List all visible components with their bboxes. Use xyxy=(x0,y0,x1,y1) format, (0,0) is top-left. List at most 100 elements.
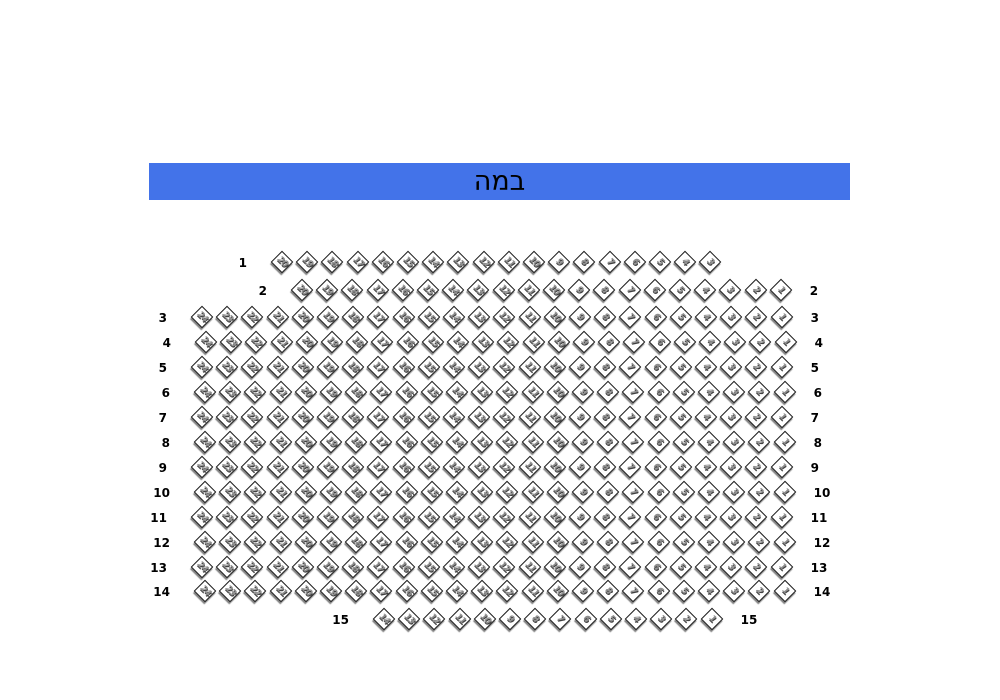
seat-row1-num3[interactable]: 3 xyxy=(698,250,722,274)
seat-row2-num16[interactable]: 16 xyxy=(391,278,415,302)
seat-row6-num14[interactable]: 14 xyxy=(445,380,469,404)
seat-row7-num6[interactable]: 6 xyxy=(644,405,668,429)
seat-row3-num21[interactable]: 21 xyxy=(266,305,290,329)
seat-row7-num9[interactable]: 9 xyxy=(568,405,592,429)
seat-row1-num7[interactable]: 7 xyxy=(598,250,622,274)
seat-row4-num21[interactable]: 21 xyxy=(270,330,294,354)
seat-row12-num6[interactable]: 6 xyxy=(647,530,671,554)
seat-row1-num4[interactable]: 4 xyxy=(673,250,697,274)
seat-row3-num3[interactable]: 3 xyxy=(719,305,743,329)
seat-row11-num23[interactable]: 23 xyxy=(215,505,239,529)
seat-row12-num13[interactable]: 13 xyxy=(470,530,494,554)
seat-row3-num18[interactable]: 18 xyxy=(341,305,365,329)
seat-row4-num3[interactable]: 3 xyxy=(723,330,747,354)
seat-row14-num4[interactable]: 4 xyxy=(697,579,721,603)
seat-row6-num1[interactable]: 1 xyxy=(773,380,797,404)
seat-row9-num17[interactable]: 17 xyxy=(366,455,390,479)
seat-row7-num3[interactable]: 3 xyxy=(719,405,743,429)
seat-row7-num20[interactable]: 20 xyxy=(291,405,315,429)
seat-row1-num6[interactable]: 6 xyxy=(623,250,647,274)
seat-row2-num6[interactable]: 6 xyxy=(643,278,667,302)
seat-row14-num8[interactable]: 8 xyxy=(596,579,620,603)
seat-row14-num19[interactable]: 19 xyxy=(319,579,343,603)
seat-row8-num21[interactable]: 21 xyxy=(269,430,293,454)
seat-row10-num19[interactable]: 19 xyxy=(319,480,343,504)
seat-row4-num20[interactable]: 20 xyxy=(295,330,319,354)
seat-row14-num24[interactable]: 24 xyxy=(193,579,217,603)
seat-row2-num18[interactable]: 18 xyxy=(340,278,364,302)
seat-row5-num1[interactable]: 1 xyxy=(770,355,794,379)
seat-row2-num2[interactable]: 2 xyxy=(744,278,768,302)
seat-row11-num4[interactable]: 4 xyxy=(694,505,718,529)
seat-row11-num22[interactable]: 22 xyxy=(240,505,264,529)
seat-row12-num7[interactable]: 7 xyxy=(621,530,645,554)
seat-row4-num19[interactable]: 19 xyxy=(320,330,344,354)
seat-row13-num17[interactable]: 17 xyxy=(366,555,390,579)
seat-row6-num11[interactable]: 11 xyxy=(521,380,545,404)
seat-row8-num7[interactable]: 7 xyxy=(621,430,645,454)
seat-row9-num11[interactable]: 11 xyxy=(518,455,542,479)
seat-row13-num16[interactable]: 16 xyxy=(392,555,416,579)
seat-row3-num20[interactable]: 20 xyxy=(291,305,315,329)
seat-row12-num3[interactable]: 3 xyxy=(722,530,746,554)
seat-row12-num20[interactable]: 20 xyxy=(294,530,318,554)
seat-row12-num23[interactable]: 23 xyxy=(218,530,242,554)
seat-row6-num10[interactable]: 10 xyxy=(546,380,570,404)
seat-row1-num14[interactable]: 14 xyxy=(421,250,445,274)
seat-row8-num19[interactable]: 19 xyxy=(319,430,343,454)
seat-row2-num4[interactable]: 4 xyxy=(693,278,717,302)
seat-row10-num15[interactable]: 15 xyxy=(420,480,444,504)
seat-row6-num21[interactable]: 21 xyxy=(269,380,293,404)
seat-row4-num23[interactable]: 23 xyxy=(219,330,243,354)
seat-row11-num17[interactable]: 17 xyxy=(366,505,390,529)
seat-row10-num12[interactable]: 12 xyxy=(495,480,519,504)
seat-row9-num23[interactable]: 23 xyxy=(215,455,239,479)
seat-row12-num21[interactable]: 21 xyxy=(269,530,293,554)
seat-row15-num4[interactable]: 4 xyxy=(624,607,648,631)
seat-row1-num15[interactable]: 15 xyxy=(396,250,420,274)
seat-row8-num4[interactable]: 4 xyxy=(697,430,721,454)
seat-row9-num22[interactable]: 22 xyxy=(240,455,264,479)
seat-row1-num11[interactable]: 11 xyxy=(497,250,521,274)
seat-row4-num5[interactable]: 5 xyxy=(673,330,697,354)
seat-row3-num5[interactable]: 5 xyxy=(669,305,693,329)
seat-row14-num20[interactable]: 20 xyxy=(294,579,318,603)
seat-row3-num14[interactable]: 14 xyxy=(442,305,466,329)
seat-row15-num8[interactable]: 8 xyxy=(523,607,547,631)
seat-row9-num18[interactable]: 18 xyxy=(341,455,365,479)
seat-row5-num21[interactable]: 21 xyxy=(266,355,290,379)
seat-row7-num18[interactable]: 18 xyxy=(341,405,365,429)
seat-row6-num5[interactable]: 5 xyxy=(672,380,696,404)
seat-row4-num14[interactable]: 14 xyxy=(446,330,470,354)
seat-row3-num4[interactable]: 4 xyxy=(694,305,718,329)
seat-row5-num14[interactable]: 14 xyxy=(442,355,466,379)
seat-row13-num14[interactable]: 14 xyxy=(442,555,466,579)
seat-row5-num7[interactable]: 7 xyxy=(618,355,642,379)
seat-row1-num18[interactable]: 18 xyxy=(320,250,344,274)
seat-row10-num9[interactable]: 9 xyxy=(571,480,595,504)
seat-row3-num2[interactable]: 2 xyxy=(744,305,768,329)
seat-row1-num5[interactable]: 5 xyxy=(648,250,672,274)
seat-row15-num11[interactable]: 11 xyxy=(448,607,472,631)
seat-row11-num13[interactable]: 13 xyxy=(467,505,491,529)
seat-row9-num24[interactable]: 24 xyxy=(190,455,214,479)
seat-row11-num14[interactable]: 14 xyxy=(442,505,466,529)
seat-row11-num1[interactable]: 1 xyxy=(770,505,794,529)
seat-row13-num20[interactable]: 20 xyxy=(291,555,315,579)
seat-row10-num17[interactable]: 17 xyxy=(369,480,393,504)
seat-row2-num1[interactable]: 1 xyxy=(769,278,793,302)
seat-row7-num19[interactable]: 19 xyxy=(316,405,340,429)
seat-row15-num3[interactable]: 3 xyxy=(649,607,673,631)
seat-row4-num1[interactable]: 1 xyxy=(774,330,798,354)
seat-row14-num23[interactable]: 23 xyxy=(218,579,242,603)
seat-row11-num21[interactable]: 21 xyxy=(266,505,290,529)
seat-row13-num2[interactable]: 2 xyxy=(744,555,768,579)
seat-row6-num7[interactable]: 7 xyxy=(621,380,645,404)
seat-row5-num9[interactable]: 9 xyxy=(568,355,592,379)
seat-row13-num1[interactable]: 1 xyxy=(770,555,794,579)
seat-row4-num13[interactable]: 13 xyxy=(471,330,495,354)
seat-row10-num24[interactable]: 24 xyxy=(193,480,217,504)
seat-row15-num6[interactable]: 6 xyxy=(574,607,598,631)
seat-row14-num11[interactable]: 11 xyxy=(521,579,545,603)
seat-row5-num8[interactable]: 8 xyxy=(593,355,617,379)
